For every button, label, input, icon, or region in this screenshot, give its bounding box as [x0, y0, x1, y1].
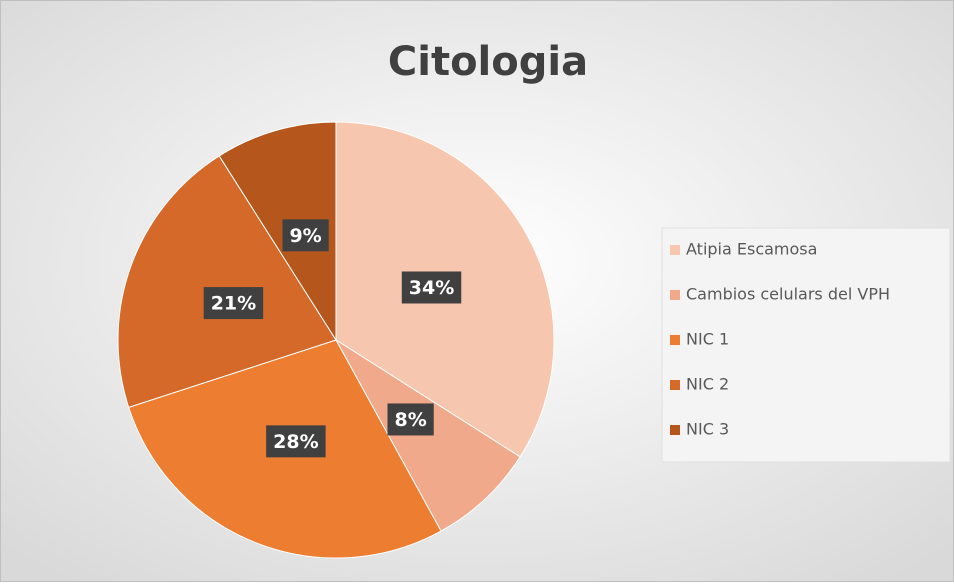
legend-swatch — [670, 380, 680, 390]
legend-swatch — [670, 335, 680, 345]
pie-slice — [335, 339, 521, 532]
pie-slice — [117, 155, 337, 408]
data-label: 21% — [211, 293, 256, 315]
legend-label: NIC 1 — [686, 330, 729, 349]
legend-box — [661, 227, 951, 463]
data-label: 8% — [394, 409, 426, 431]
legend-label: Atipia Escamosa — [686, 240, 817, 259]
data-label: 9% — [289, 225, 321, 247]
legend-swatch — [670, 290, 680, 300]
data-label: 34% — [409, 277, 454, 299]
legend-label: NIC 2 — [686, 375, 729, 394]
pie-slice — [218, 121, 337, 342]
legend-label: NIC 3 — [686, 420, 729, 439]
data-label-box — [387, 403, 434, 436]
chart-title: Citologia — [388, 39, 588, 85]
legend-swatch — [670, 425, 680, 435]
data-label-box — [282, 219, 329, 252]
legend-swatch — [670, 245, 680, 255]
data-label: 28% — [273, 431, 318, 453]
data-label-box — [266, 425, 326, 458]
data-label-box — [401, 271, 462, 304]
data-label-box — [203, 287, 264, 320]
legend-label: Cambios celulars del VPH — [686, 285, 890, 304]
